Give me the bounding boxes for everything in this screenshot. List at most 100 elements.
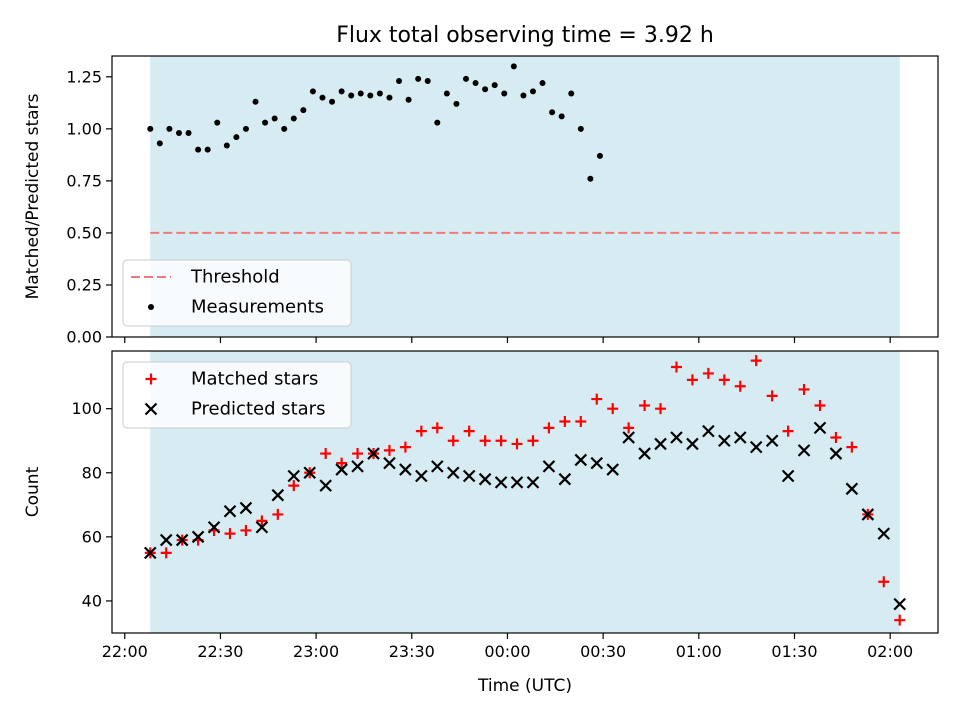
data-point — [655, 403, 667, 415]
data-point — [765, 434, 779, 448]
data-point — [527, 435, 539, 447]
data-point — [352, 448, 364, 460]
data-point — [453, 100, 460, 107]
x-tick-label: 00:30 — [580, 642, 626, 661]
data-point — [829, 447, 843, 460]
x-tick-label: 22:30 — [197, 642, 243, 661]
data-point — [846, 441, 858, 453]
data-point — [233, 134, 240, 141]
data-point — [191, 530, 205, 544]
data-point — [559, 416, 571, 427]
y-tick-label: 0.25 — [66, 275, 102, 294]
data-point — [845, 482, 859, 496]
x-tick-label: 23:00 — [293, 642, 339, 661]
legend-threshold-label: Threshold — [190, 267, 280, 288]
data-point — [335, 463, 348, 476]
data-point — [223, 142, 230, 149]
data-point — [654, 437, 667, 451]
data-point — [686, 437, 699, 451]
data-point — [623, 422, 635, 434]
data-point — [242, 125, 249, 132]
data-point — [447, 435, 459, 447]
legend-measurements-label: Measurements — [191, 297, 324, 318]
data-point — [383, 444, 395, 456]
x-tick-label: 02:00 — [867, 642, 913, 661]
data-point — [482, 86, 489, 93]
data-point — [399, 463, 412, 476]
legend-box — [122, 259, 352, 327]
chart-title: Flux total observing time = 3.92 h — [336, 23, 714, 48]
data-point — [424, 77, 431, 84]
data-point — [309, 88, 316, 95]
data-point — [319, 479, 332, 492]
legend-matched-label: Matched stars — [191, 369, 318, 390]
data-point — [558, 472, 572, 486]
data-point — [290, 115, 297, 122]
data-point — [878, 576, 890, 588]
data-point — [472, 80, 479, 87]
data-point — [156, 140, 163, 147]
data-point — [160, 547, 172, 559]
data-point — [396, 77, 403, 84]
y-tick-label: 40 — [82, 591, 102, 610]
data-point — [520, 92, 527, 99]
data-point — [542, 460, 556, 473]
x-tick-label: 01:00 — [676, 642, 722, 661]
data-point — [415, 469, 428, 483]
legend-measurements-swatch — [148, 304, 154, 310]
data-point — [539, 80, 546, 87]
data-point — [766, 390, 778, 402]
axes-frame — [111, 350, 939, 634]
data-point — [399, 441, 411, 453]
data-point — [495, 435, 507, 447]
y-tick-label: 0.75 — [66, 171, 102, 190]
data-point — [686, 374, 698, 386]
data-point — [166, 125, 173, 132]
data-point — [894, 614, 906, 626]
data-point — [405, 96, 412, 103]
bottom-panel: 40 60 80 100 22:00 22:30 23:00 23:30 00:00 00:30 0… — [23, 350, 939, 696]
data-point — [782, 425, 794, 437]
data-point — [303, 466, 317, 480]
data-point — [239, 501, 253, 515]
y-axis-label: Matched/Predicted stars — [23, 93, 43, 299]
data-point — [893, 597, 907, 611]
data-point — [271, 488, 285, 502]
data-point — [702, 367, 714, 379]
data-point — [798, 383, 810, 395]
data-point — [348, 92, 355, 99]
data-point — [319, 94, 326, 101]
y-tick-label: 60 — [82, 527, 102, 546]
data-point — [431, 422, 443, 434]
data-point — [568, 90, 575, 97]
data-point — [478, 472, 492, 486]
data-point — [510, 63, 517, 70]
data-point — [813, 421, 827, 435]
data-point — [590, 456, 604, 470]
x-tick-label: 01:30 — [771, 642, 817, 661]
data-point — [734, 380, 746, 392]
y-tick-label: 0.50 — [66, 223, 102, 242]
data-point — [591, 393, 603, 405]
data-point — [607, 403, 619, 415]
x-tick-label: 00:00 — [484, 642, 530, 661]
data-point — [526, 476, 540, 489]
data-point — [329, 98, 336, 105]
data-point — [147, 125, 154, 132]
data-point — [415, 425, 427, 437]
data-point — [367, 92, 374, 99]
data-point — [320, 448, 332, 460]
data-point — [670, 361, 682, 373]
data-point — [185, 130, 192, 137]
legend-predicted-label: Predicted stars — [191, 399, 325, 420]
data-point — [357, 90, 364, 97]
data-point — [175, 130, 182, 137]
data-point — [383, 456, 396, 470]
data-point — [338, 88, 345, 95]
legend-box — [122, 361, 352, 429]
data-point — [256, 515, 268, 527]
data-point — [596, 152, 603, 159]
x-tick-label: 22:00 — [102, 642, 148, 661]
data-point — [670, 431, 683, 444]
data-point — [281, 125, 288, 132]
